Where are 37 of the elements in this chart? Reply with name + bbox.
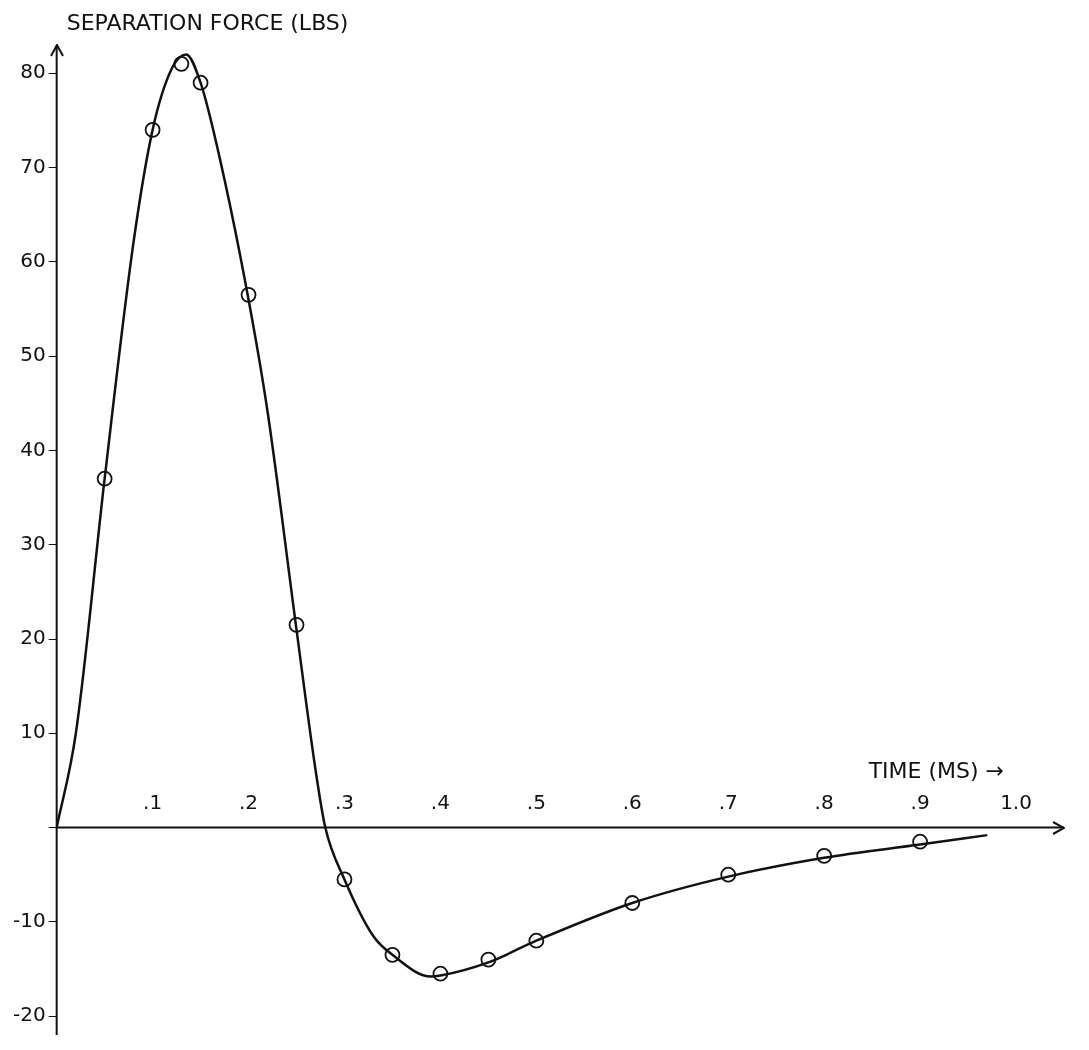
point <box>173 55 190 72</box>
y-tick-label: 80 <box>20 59 46 84</box>
y-tick-label: -20 <box>12 1002 46 1027</box>
point <box>240 286 257 303</box>
point <box>816 847 833 864</box>
y-tick-label: 30 <box>20 530 46 555</box>
x-tick-label: .2 <box>238 789 259 814</box>
x-tick-label: .6 <box>622 789 642 814</box>
point <box>720 866 737 883</box>
x-tick-label: .5 <box>526 789 546 814</box>
point <box>192 74 209 91</box>
x-tick-label: .3 <box>334 789 355 814</box>
y-tick-label: -10 <box>12 908 46 933</box>
x-tick-label: 1.0 <box>1000 789 1032 814</box>
point <box>144 121 161 138</box>
point <box>528 932 545 949</box>
point <box>336 871 353 888</box>
point <box>624 895 641 911</box>
y-tick-label: 50 <box>20 342 46 367</box>
y-tick-label: 20 <box>20 625 46 650</box>
point <box>480 951 497 968</box>
y-tick-label: 70 <box>20 153 46 178</box>
point <box>288 616 305 633</box>
x-tick-label: .8 <box>814 789 834 814</box>
x-tick-label: .1 <box>143 789 163 814</box>
point <box>912 833 928 850</box>
x-tick-label: .9 <box>910 789 930 814</box>
y-tick-label: 60 <box>20 248 46 273</box>
x-axis-title: TIME (MS) → <box>867 757 1004 783</box>
point <box>384 946 401 963</box>
x-tick-label: .4 <box>430 789 450 814</box>
y-tick-label: 10 <box>20 719 46 744</box>
y-axis-title: SEPARATION FORCE (LBS) <box>66 10 349 35</box>
y-tick-label: 40 <box>20 436 46 461</box>
point <box>432 965 449 982</box>
point <box>96 470 113 487</box>
x-tick-label: .7 <box>718 789 738 814</box>
